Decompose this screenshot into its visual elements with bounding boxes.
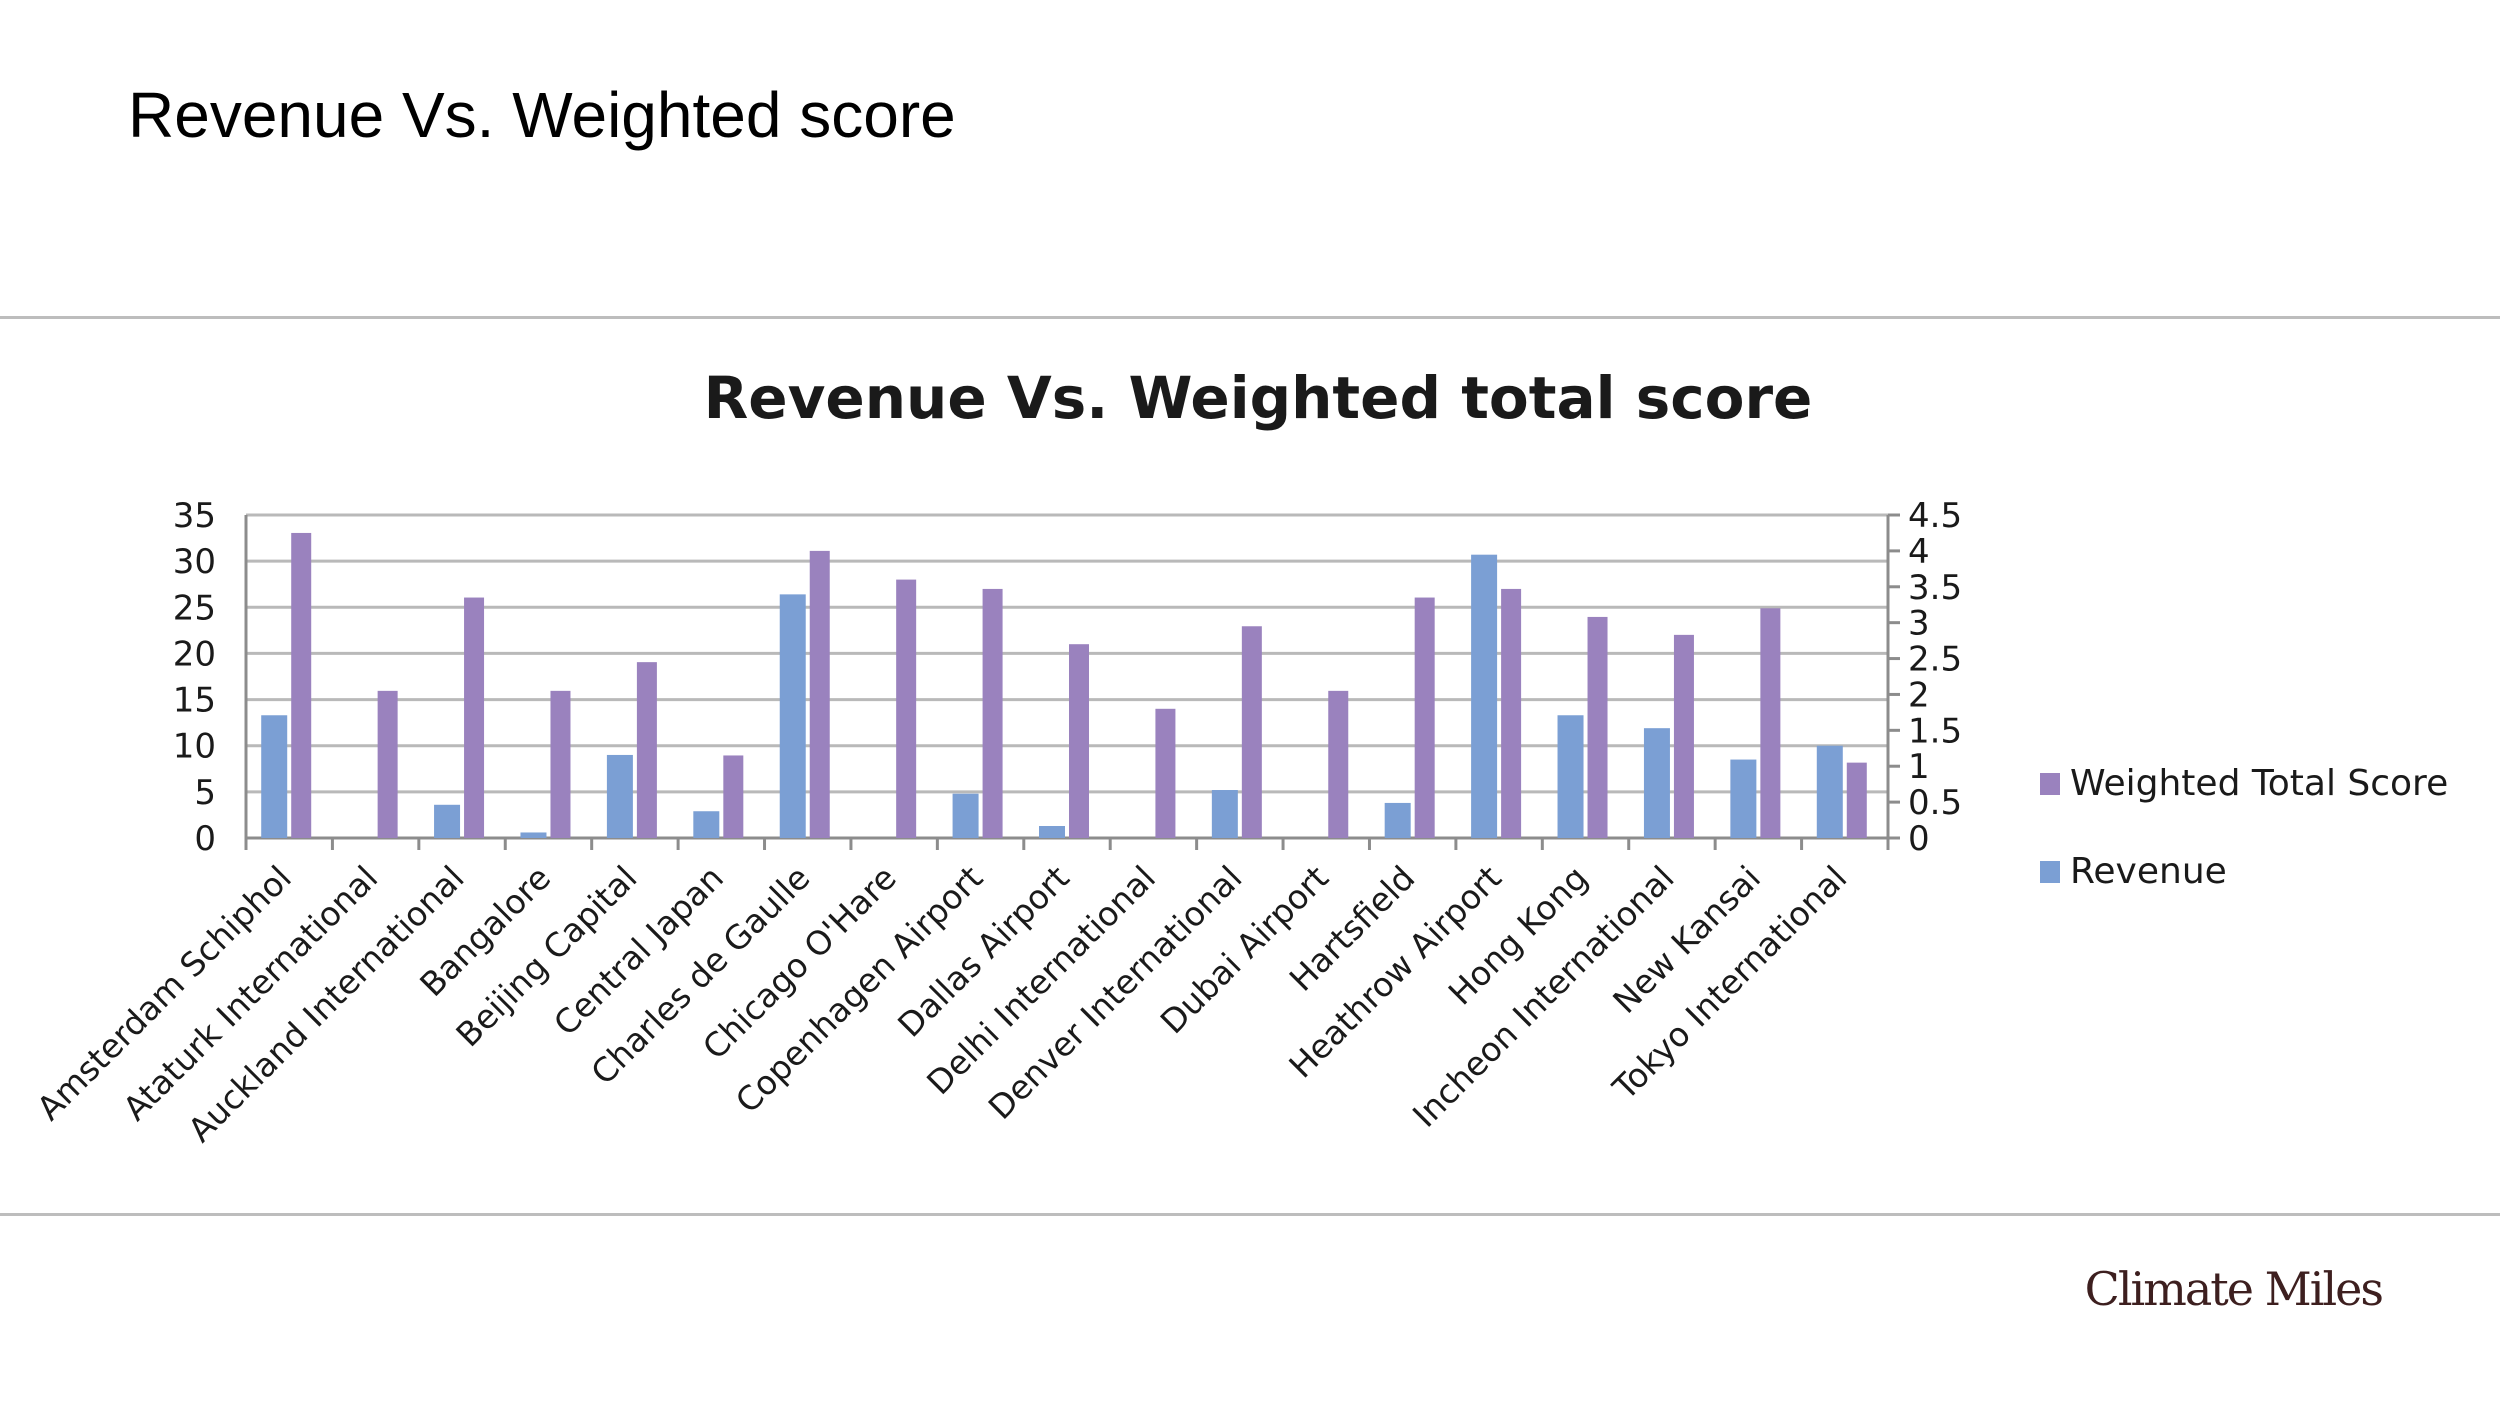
weighted-score-bar <box>636 662 657 838</box>
weighted-score-bar <box>1414 597 1435 838</box>
brand-logo: Climate Miles <box>2084 1262 2384 1316</box>
weighted-score-bar <box>809 550 830 838</box>
left-tick-label: 0 <box>194 819 216 859</box>
weighted-score-bar <box>1673 634 1694 838</box>
weighted-score-bar <box>982 588 1003 838</box>
weighted-score-bar <box>1587 616 1608 838</box>
axes <box>244 513 1900 850</box>
weighted-score-bar <box>291 532 312 838</box>
legend: Weighted Total Score Revenue <box>2040 763 2448 892</box>
weighted-score-bar <box>377 690 398 838</box>
right-tick-label: 4 <box>1908 532 1930 572</box>
revenue-bar <box>520 832 547 838</box>
legend-label: Revenue <box>2070 851 2227 892</box>
legend-swatch <box>2040 773 2060 795</box>
revenue-vs-score-chart: Revenue Vs. Weighted total score 0510152… <box>29 364 2448 1149</box>
bars <box>261 532 1867 838</box>
weighted-score-bar <box>1846 762 1867 838</box>
weighted-score-bar <box>1069 644 1089 838</box>
weighted-score-bar <box>550 690 571 838</box>
bottom-divider <box>0 1213 2500 1216</box>
weighted-score-bar <box>1760 608 1781 838</box>
right-tick-label: 3.5 <box>1908 568 1962 608</box>
weighted-score-bar <box>723 755 744 838</box>
revenue-bar <box>693 811 720 838</box>
revenue-bar <box>1816 745 1843 838</box>
revenue-bar <box>606 754 633 838</box>
left-tick-label: 35 <box>173 496 216 536</box>
revenue-bar <box>1643 728 1670 838</box>
revenue-bar <box>1384 802 1411 838</box>
right-tick-label: 4.5 <box>1908 496 1962 536</box>
revenue-bar <box>1730 759 1757 838</box>
right-tick-label: 1.5 <box>1908 711 1962 751</box>
weighted-score-bar <box>1155 708 1176 838</box>
weighted-score-bar <box>896 579 917 838</box>
revenue-bar <box>779 594 806 838</box>
revenue-bar <box>434 804 461 838</box>
weighted-score-bar <box>1328 690 1349 838</box>
revenue-bar <box>1471 554 1498 838</box>
right-tick-label: 3 <box>1908 604 1930 644</box>
weighted-score-bar <box>1241 626 1262 838</box>
left-tick-label: 20 <box>173 634 216 674</box>
revenue-bar <box>1557 715 1584 838</box>
revenue-bar <box>952 793 979 838</box>
right-tick-label: 2.5 <box>1908 640 1962 680</box>
slide-title: Revenue Vs. Weighted score <box>128 79 956 151</box>
chart-title: Revenue Vs. Weighted total score <box>704 364 1813 432</box>
right-tick-label: 0 <box>1908 819 1930 859</box>
left-tick-label: 25 <box>173 588 216 628</box>
left-tick-label: 30 <box>173 542 216 582</box>
top-divider <box>0 316 2500 319</box>
left-tick-label: 5 <box>194 773 216 813</box>
legend-label: Weighted Total Score <box>2070 763 2448 804</box>
revenue-bar <box>1211 790 1238 838</box>
gridlines <box>246 513 1888 840</box>
legend-swatch <box>2040 861 2060 883</box>
left-tick-label: 10 <box>173 727 216 767</box>
weighted-score-bar <box>1501 588 1522 838</box>
right-tick-label: 1 <box>1908 747 1930 787</box>
revenue-bar <box>1039 826 1065 838</box>
revenue-bar <box>261 715 288 838</box>
right-tick-label: 0.5 <box>1908 783 1962 823</box>
right-tick-label: 2 <box>1908 675 1930 715</box>
weighted-score-bar <box>464 597 485 838</box>
left-tick-label: 15 <box>173 681 216 721</box>
